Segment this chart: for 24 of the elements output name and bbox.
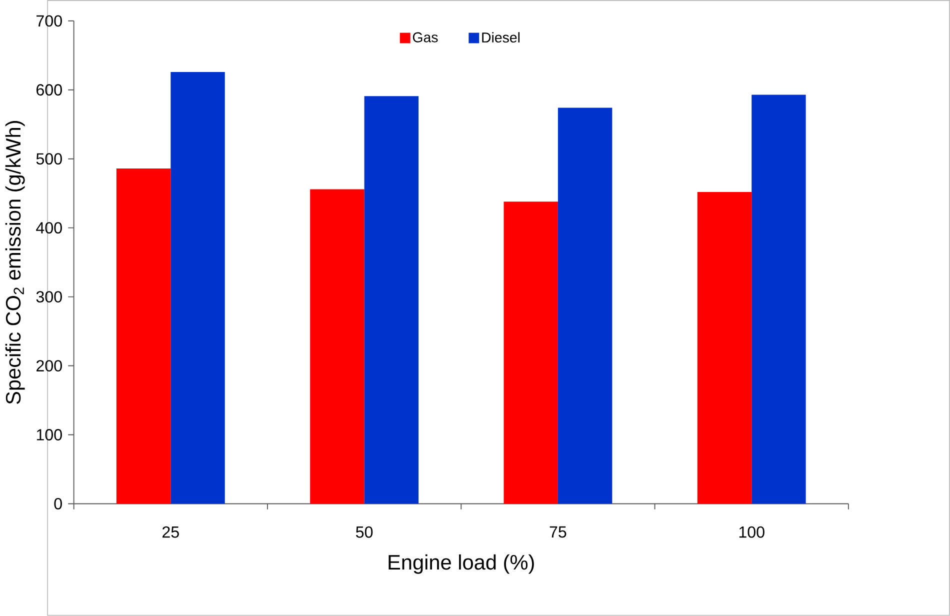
bar — [116, 168, 171, 504]
bar — [310, 189, 364, 504]
x-tick-label: 25 — [162, 526, 179, 538]
legend-label: Diesel — [482, 32, 520, 43]
legend-label: Gas — [412, 32, 438, 42]
y-tick-label: 200 — [36, 360, 62, 372]
x-axis-title: Engine load (%) — [388, 554, 534, 574]
y-tick-label: 600 — [36, 84, 62, 96]
x-tick-label: 100 — [739, 526, 764, 538]
x-tick-label: 50 — [356, 526, 373, 538]
y-axis-title: Specific CO$_{2}$ emission (g/kWh) — [5, 121, 25, 404]
x-tick-label: 75 — [550, 526, 566, 538]
bar — [752, 94, 806, 504]
bar — [364, 96, 419, 504]
bar — [558, 108, 612, 504]
bar — [170, 72, 225, 504]
y-tick-label: 0 — [54, 498, 62, 510]
bar — [697, 192, 752, 504]
y-tick-label: 100 — [36, 429, 62, 441]
bar — [504, 202, 558, 504]
y-tick-label: 700 — [36, 15, 62, 27]
y-tick-label: 300 — [36, 291, 62, 303]
y-tick-label: 400 — [36, 222, 62, 234]
y-tick-label: 500 — [36, 153, 62, 165]
